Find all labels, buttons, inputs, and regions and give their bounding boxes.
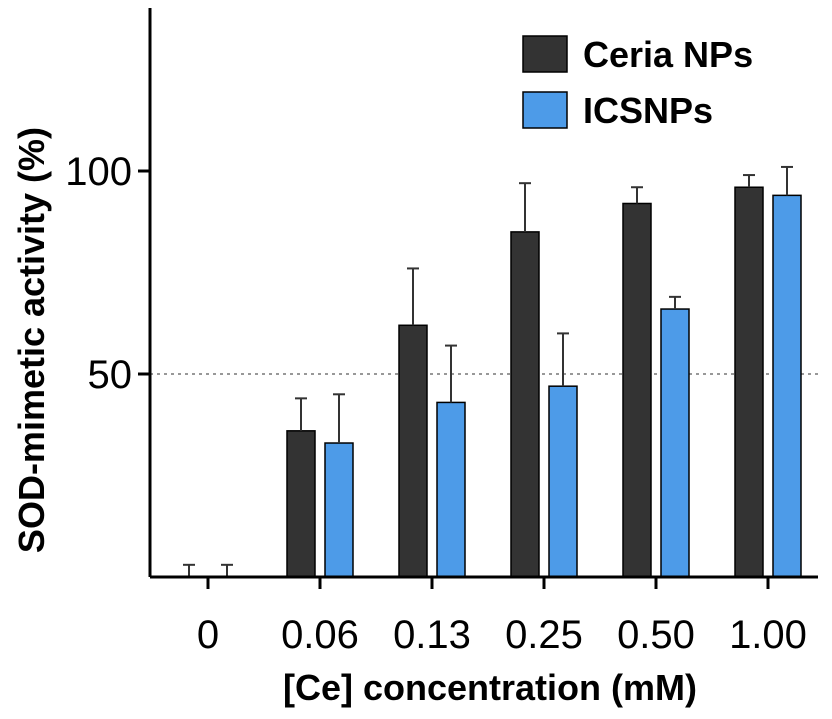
x-tick-label: 0.25 — [505, 613, 583, 657]
legend-label-icsnps: ICSNPs — [583, 90, 713, 131]
x-tick-label: 0 — [197, 613, 219, 657]
y-axis-title: SOD-mimetic activity (%) — [11, 127, 52, 553]
legend-swatch-icsnps — [522, 91, 568, 129]
y-ticks: 50 100 — [65, 150, 150, 397]
bar-ceria-3 — [510, 231, 540, 578]
bar-ceria-5 — [734, 186, 764, 578]
x-axis-title: [Ce] concentration (mM) — [283, 667, 697, 708]
y-tick-label: 100 — [65, 150, 132, 194]
bar-ceria-1 — [286, 430, 316, 578]
x-tick-label: 0.13 — [393, 613, 471, 657]
y-tick-label: 50 — [88, 353, 133, 397]
bar-icsnps-4 — [660, 308, 690, 578]
legend: Ceria NPs ICSNPs — [522, 34, 753, 131]
x-tick-label: 0.06 — [281, 613, 359, 657]
bar-icsnps-3 — [548, 385, 578, 578]
legend-label-ceria: Ceria NPs — [583, 34, 753, 75]
bar-icsnps-1 — [324, 442, 354, 578]
bars-layer — [183, 165, 802, 578]
bar-icsnps-5 — [772, 194, 802, 578]
x-ticks: 0 0.06 0.13 0.25 0.50 1.00 — [197, 577, 807, 657]
x-tick-label: 1.00 — [729, 613, 807, 657]
bar-ceria-4 — [622, 202, 652, 578]
x-tick-label: 0.50 — [617, 613, 695, 657]
bar-ceria-2 — [398, 324, 428, 578]
bar-icsnps-2 — [436, 401, 466, 578]
legend-swatch-ceria — [522, 35, 568, 73]
